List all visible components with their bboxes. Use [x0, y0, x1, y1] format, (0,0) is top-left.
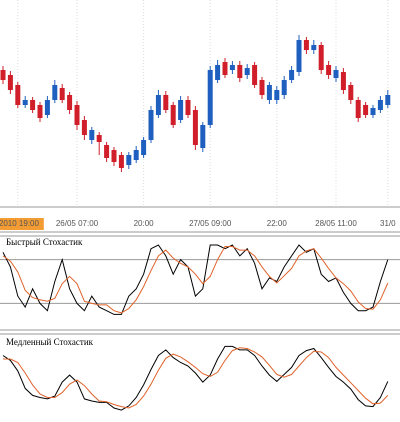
candle-body	[259, 80, 265, 95]
candle-body	[237, 65, 243, 78]
x-tick-label: 22:00	[267, 219, 288, 228]
candle-body	[59, 88, 65, 100]
candle-body	[81, 120, 87, 135]
x-tick-label: 28/05 11:00	[315, 219, 357, 228]
indicator-line	[2, 345, 389, 411]
candle-body	[7, 75, 13, 90]
panel-title: Медленный Стохастик	[6, 337, 94, 347]
candle-body	[67, 95, 73, 110]
candle-body	[326, 65, 332, 75]
candle-body	[170, 105, 176, 125]
indicator-line	[3, 347, 389, 409]
candle-body	[222, 62, 228, 75]
candle-body	[30, 100, 36, 110]
candle-body	[370, 108, 376, 115]
candle-body	[155, 95, 161, 115]
candle-body	[44, 100, 50, 115]
x-tick-label: 27/05 09:00	[189, 219, 232, 228]
current-time-highlight	[0, 218, 44, 230]
candle-body	[15, 85, 21, 105]
candle-body	[22, 100, 28, 105]
candle-body	[141, 140, 147, 155]
candle-body	[348, 85, 354, 100]
candle-body	[311, 45, 317, 50]
candle-body	[148, 110, 154, 140]
candle-body	[355, 100, 361, 118]
candle-body	[52, 85, 58, 100]
candle-body	[340, 72, 346, 90]
candle-body	[74, 105, 80, 125]
candle-body	[244, 68, 250, 75]
candle-body	[215, 65, 221, 80]
candle-body	[0, 70, 6, 80]
x-tick-label: /2010 19:00	[0, 219, 39, 228]
candle-body	[318, 45, 324, 70]
candle-body	[163, 95, 169, 110]
candle-body	[363, 105, 369, 115]
candle-body	[229, 65, 235, 70]
candle-body	[385, 95, 391, 105]
candle-body	[89, 130, 95, 140]
candle-body	[266, 85, 272, 100]
candle-body	[289, 70, 295, 80]
candle-body	[178, 100, 184, 120]
panel-title: Быстрый Стохастик	[6, 237, 83, 247]
candle-body	[252, 65, 258, 85]
candle-body	[118, 155, 124, 168]
candle-body	[200, 125, 206, 148]
candle-body	[185, 100, 191, 115]
candle-body	[126, 155, 132, 165]
candle-body	[104, 145, 110, 158]
candle-body	[96, 135, 102, 142]
x-tick-label: 31/0	[380, 219, 396, 228]
candle-body	[303, 40, 309, 50]
x-tick-label: 20:00	[134, 219, 155, 228]
candle-body	[274, 90, 280, 100]
candle-body	[281, 80, 287, 95]
candle-body	[37, 105, 43, 118]
x-tick-label: 26/05 07:00	[56, 219, 99, 228]
candle-body	[192, 110, 198, 145]
candle-body	[333, 70, 339, 78]
candle-body	[296, 40, 302, 72]
indicator-line	[2, 246, 389, 314]
candle-body	[377, 100, 383, 110]
candle-body	[133, 150, 139, 160]
candle-body	[111, 150, 117, 162]
candle-body	[207, 70, 213, 125]
